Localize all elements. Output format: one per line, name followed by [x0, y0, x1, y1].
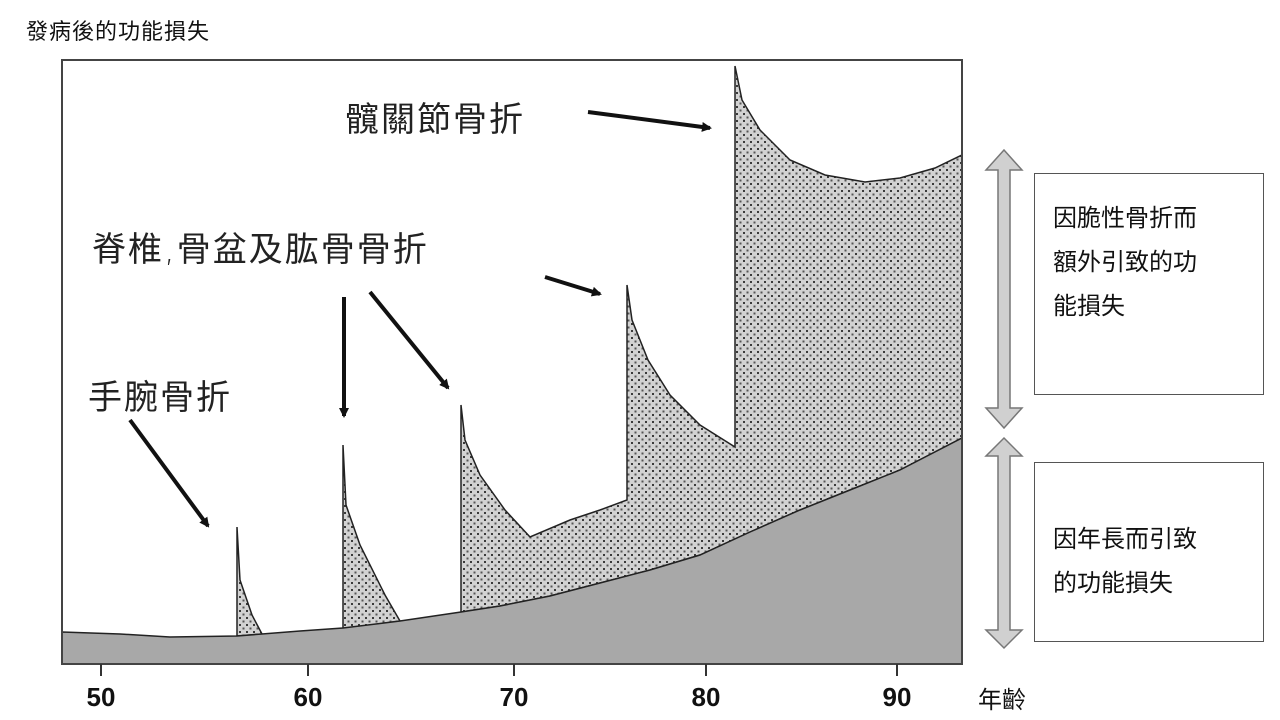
x-axis-ticks: [100, 664, 898, 676]
wrist-arrow-icon: [128, 418, 210, 528]
x-axis-title: 年齡: [978, 686, 1026, 714]
legend-line: 額外引致的功: [1053, 248, 1197, 276]
x-tick-50: 50: [86, 682, 116, 712]
legend-line: 因脆性骨折而: [1053, 204, 1197, 232]
hip-fracture-label: 髖關節骨折: [345, 100, 525, 140]
pelvis-arrow-icon: [368, 290, 450, 390]
legend-line: 的功能損失: [1053, 569, 1173, 597]
spine-pelvis-humerus-fracture-label: 脊椎,骨盆及肱骨骨折: [92, 230, 429, 270]
annotation-arrows: [128, 110, 712, 528]
legend-line: 能損失: [1053, 292, 1125, 320]
x-tick-80: 80: [691, 682, 721, 712]
legend-fracture-loss: 因脆性骨折而 額外引致的功 能損失: [1034, 173, 1264, 395]
humerus-arrow-icon: [544, 275, 602, 297]
aging-loss-area: [61, 436, 963, 665]
double-arrow-icon-aging: [984, 436, 1024, 650]
legend-line: 因年長而引致: [1053, 525, 1197, 553]
x-tick-90: 90: [882, 682, 912, 712]
legend-aging-loss: 因年長而引致 的功能損失: [1034, 462, 1264, 642]
x-tick-70: 70: [499, 682, 529, 712]
x-tick-60: 60: [293, 682, 323, 712]
hip-arrow-icon: [587, 110, 712, 132]
wrist-fracture-label: 手腕骨折: [88, 378, 232, 418]
plot-frame: [61, 59, 963, 665]
y-axis-title: 發病後的功能損失: [26, 20, 211, 45]
double-arrow-icon-fracture: [984, 148, 1024, 430]
